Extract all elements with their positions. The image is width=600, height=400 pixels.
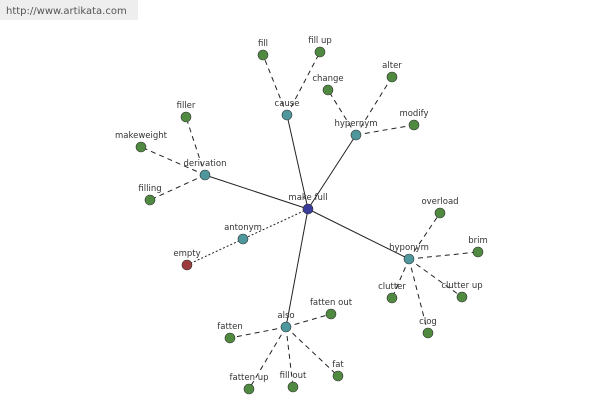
node-label: overload [421, 197, 458, 207]
node [403, 253, 415, 265]
node [281, 109, 293, 121]
node-label: modify [399, 109, 428, 119]
node-label: makeweight [115, 131, 168, 141]
node [386, 71, 398, 83]
watermark: http://www.artikata.com [6, 6, 127, 17]
node [237, 233, 249, 245]
node [456, 291, 468, 303]
node [302, 203, 314, 215]
node-label: antonym [224, 223, 262, 233]
node-label: alter [382, 61, 402, 71]
node-label: hypernym [334, 119, 377, 129]
edge [185, 116, 206, 176]
edge [307, 134, 357, 210]
node [434, 207, 446, 219]
node [243, 383, 255, 395]
edge [285, 326, 294, 388]
node [314, 46, 326, 58]
edge [408, 251, 479, 260]
node-label: derivation [183, 159, 226, 169]
node-label: hyponym [389, 243, 429, 253]
node [322, 84, 334, 96]
node-label: clutter up [441, 281, 482, 291]
node-label: empty [173, 249, 200, 259]
edge [286, 114, 309, 210]
node [135, 141, 147, 153]
edge [408, 258, 463, 298]
node [350, 129, 362, 141]
edge [248, 326, 287, 390]
node-label: cause [275, 99, 300, 109]
node [386, 292, 398, 304]
edge [285, 208, 309, 328]
node-label: brim [468, 236, 488, 246]
node-label: fill [258, 39, 268, 49]
edge [285, 313, 332, 328]
edge [140, 146, 206, 176]
node-label: fill up [308, 36, 332, 46]
edge [408, 212, 441, 260]
node [199, 169, 211, 181]
nodes: make full cause hypernym derivation antonym h… [115, 36, 488, 395]
node-label: fatten [217, 322, 242, 332]
edge [408, 258, 429, 334]
edge [286, 51, 321, 116]
edge [149, 174, 206, 201]
node [180, 111, 192, 123]
node [332, 370, 344, 382]
node-label: fill out [280, 371, 307, 381]
node-label: fat [332, 360, 344, 370]
node [181, 259, 193, 271]
edge [285, 326, 339, 377]
edge [355, 76, 393, 136]
node [257, 49, 269, 61]
node-label: filler [177, 101, 196, 111]
edge [262, 54, 288, 116]
watermark-bg [0, 0, 138, 20]
node-label: clog [419, 317, 437, 327]
edge [391, 258, 410, 299]
edges [140, 51, 479, 390]
edge [204, 174, 309, 210]
node [280, 321, 292, 333]
node [224, 332, 236, 344]
node [472, 246, 484, 258]
node-label: clutter [378, 282, 406, 292]
edge [355, 124, 415, 136]
node-label: fatten out [310, 298, 353, 308]
node [144, 194, 156, 206]
edge [229, 326, 287, 339]
node-label: also [277, 311, 294, 321]
node-label: change [312, 74, 343, 84]
node [422, 327, 434, 339]
edge [307, 208, 410, 260]
node-label: make full [288, 193, 327, 203]
node [287, 381, 299, 393]
node [325, 308, 337, 320]
node-label: fatten up [230, 373, 269, 383]
node-label: filling [138, 184, 161, 194]
node [408, 119, 420, 131]
